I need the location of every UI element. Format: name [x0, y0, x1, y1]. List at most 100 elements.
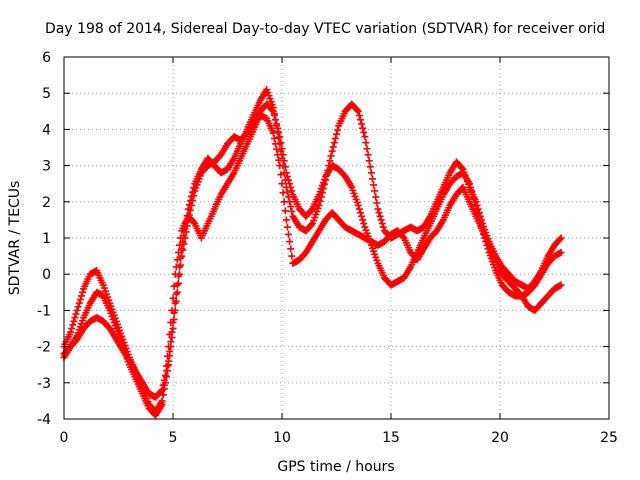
data-point: [77, 292, 85, 300]
data-point: [173, 256, 181, 264]
data-point: [164, 352, 172, 360]
data-point: [274, 151, 282, 159]
data-point: [373, 199, 381, 207]
data-point: [167, 338, 175, 346]
data-point: [185, 201, 193, 209]
data-point: [273, 122, 281, 130]
data-point: [355, 112, 363, 120]
data-point: [458, 164, 466, 172]
data-point: [319, 185, 327, 193]
data-point: [177, 234, 185, 242]
data-point: [372, 193, 380, 201]
data-point: [171, 299, 179, 307]
data-point: [271, 140, 279, 148]
data-point: [278, 180, 286, 188]
data-point: [377, 216, 385, 224]
data-point: [368, 175, 376, 183]
data-point: [557, 248, 565, 256]
data-point: [334, 126, 342, 134]
data-point: [473, 201, 481, 209]
data-point: [277, 147, 285, 155]
data-point: [376, 212, 384, 220]
data-point: [316, 197, 324, 205]
data-point: [285, 230, 293, 238]
data-point: [270, 110, 278, 118]
y-axis-label: SDTVAR / TECUs: [7, 181, 23, 296]
y-tick-labels: -4 -3 -2 -1 0 1 2 3 4 5 6: [37, 50, 51, 428]
data-point: [285, 193, 293, 201]
x-axis-label: GPS time / hours: [277, 459, 394, 475]
data-point: [327, 152, 335, 160]
data-point: [274, 128, 282, 136]
data-point: [288, 187, 296, 195]
data-point: [269, 129, 277, 137]
data-point: [333, 130, 340, 138]
y-tick-label: -2: [37, 340, 51, 356]
data-point: [324, 166, 332, 174]
y-tick-label: 6: [42, 50, 51, 66]
data-point: [275, 156, 283, 164]
x-tick-label: 10: [273, 430, 291, 446]
data-point: [277, 171, 285, 179]
data-point: [475, 209, 483, 217]
data-point: [167, 318, 175, 326]
data-point: [375, 209, 383, 217]
data-point: [165, 357, 173, 365]
data-point: [374, 205, 382, 213]
grid-lines: [64, 57, 609, 419]
data-point: [178, 245, 186, 253]
data-point: [71, 314, 79, 322]
y-tick-label: 2: [42, 195, 51, 211]
y-tick-label: -4: [37, 412, 51, 428]
data-point: [328, 147, 336, 155]
data-point: [276, 162, 284, 170]
data-point: [281, 207, 289, 215]
data-point: [366, 163, 374, 171]
data-point: [329, 143, 337, 151]
data-point: [287, 203, 295, 211]
data-point: [283, 223, 291, 231]
data-point: [176, 241, 184, 249]
data-point: [168, 306, 176, 314]
x-tick-label: 5: [169, 430, 178, 446]
data-point: [356, 116, 364, 124]
data-point: [358, 120, 366, 128]
data-point: [270, 134, 278, 142]
data-point: [286, 180, 294, 188]
data-point: [79, 288, 87, 296]
data-point: [68, 325, 76, 332]
data-point: [288, 252, 296, 260]
data-point: [371, 187, 379, 195]
data-point: [161, 372, 169, 380]
y-tick-label: -3: [37, 376, 51, 392]
data-point: [173, 281, 181, 289]
y-tick-label: 4: [42, 122, 51, 138]
x-tick-labels: 0 5 10 15 20 25: [60, 430, 618, 446]
data-point: [360, 128, 368, 136]
data-point: [353, 106, 361, 114]
data-point: [362, 139, 370, 147]
data-point: [286, 238, 294, 246]
data-point: [280, 198, 288, 206]
data-point: [162, 373, 170, 381]
data-point: [67, 328, 75, 336]
data-point: [158, 401, 166, 409]
data-point: [273, 145, 281, 153]
data-point: [363, 145, 371, 153]
data-point: [315, 201, 323, 209]
data-point: [287, 245, 295, 253]
data-point: [165, 343, 173, 351]
data-point: [160, 381, 168, 389]
data-point: [354, 107, 362, 115]
data-point: [190, 218, 198, 226]
y-tick-label: 5: [42, 86, 51, 102]
data-point: [364, 151, 372, 159]
data-point: [477, 216, 485, 224]
y-tick-label: 0: [42, 267, 51, 283]
data-point: [76, 296, 84, 304]
data-point: [330, 139, 338, 147]
data-point: [282, 183, 290, 191]
data-point: [282, 216, 290, 224]
data-point: [186, 197, 194, 205]
